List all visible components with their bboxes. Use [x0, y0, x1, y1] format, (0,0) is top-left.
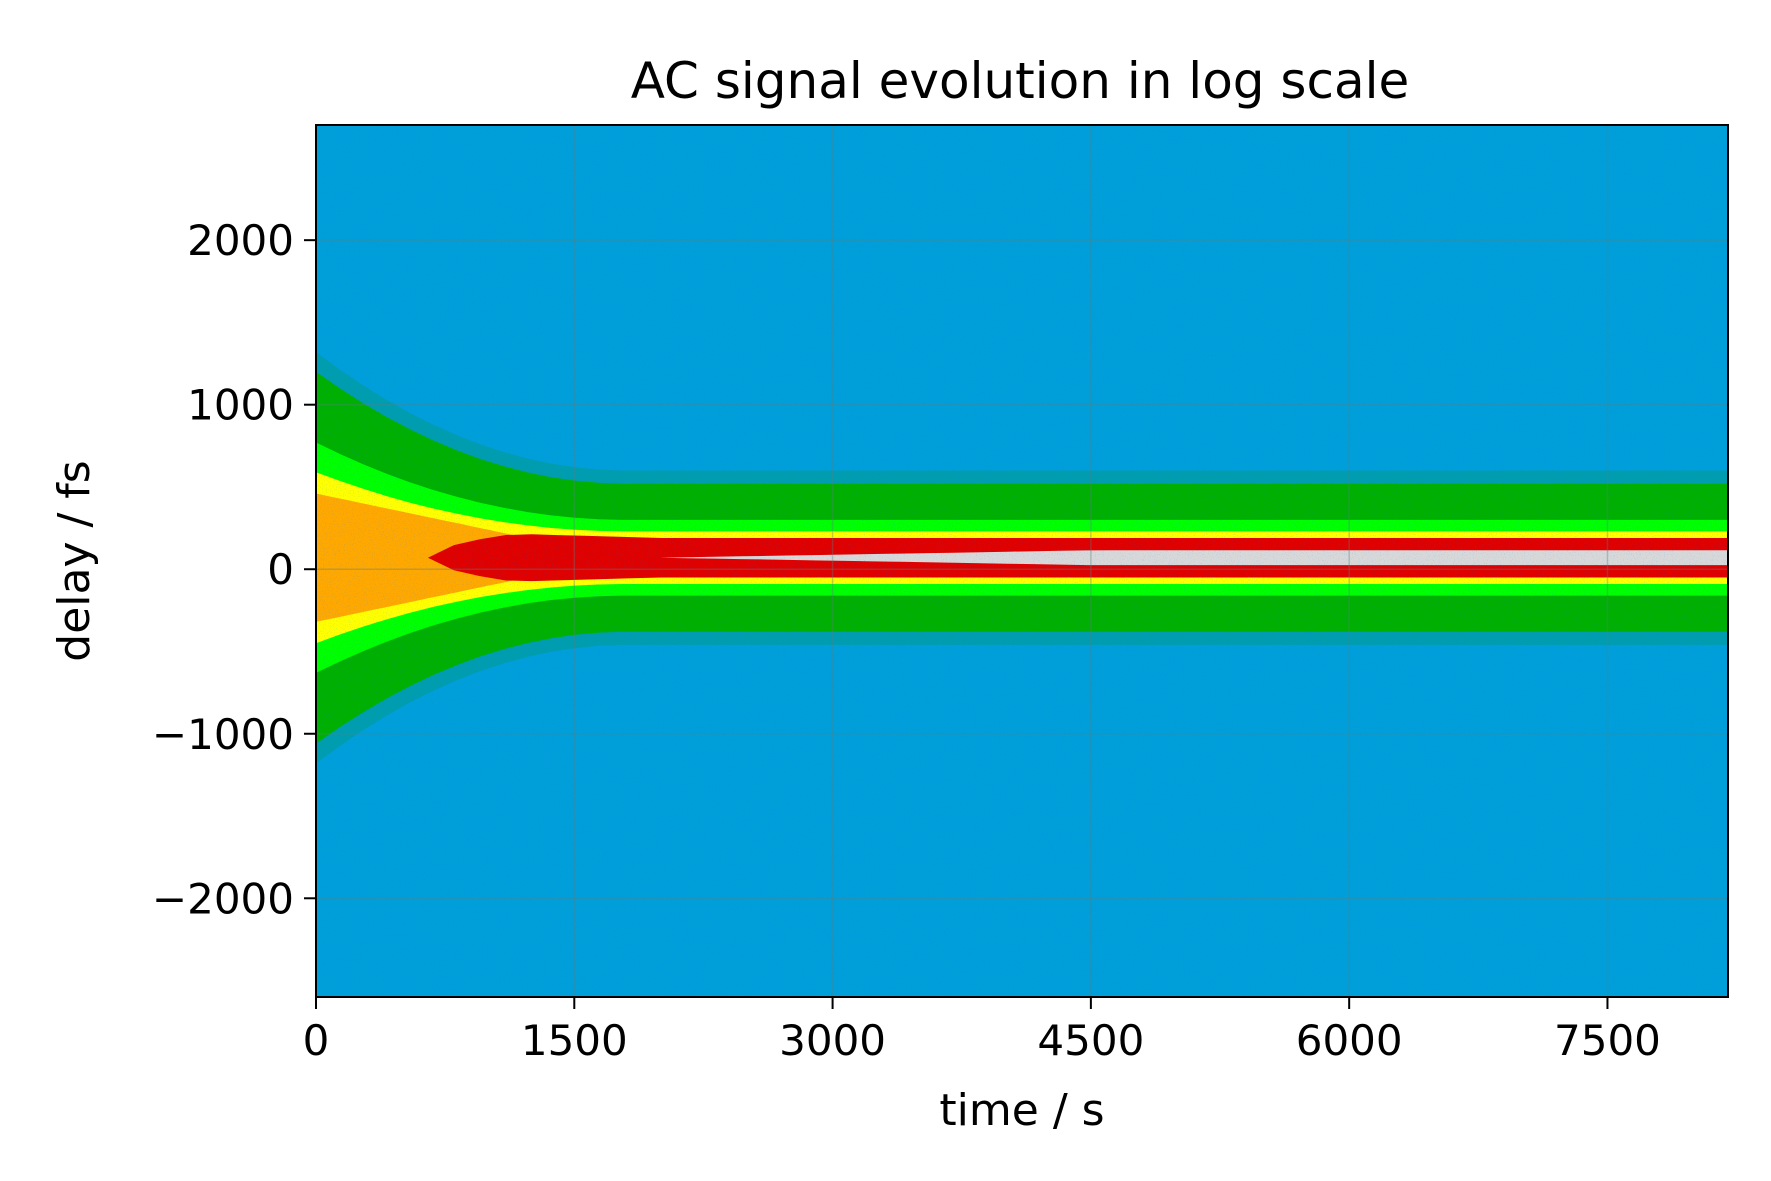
- y-tick-label: 2000: [187, 216, 294, 265]
- plot-area: [315, 124, 1729, 998]
- y-axis: 2000 1000 0 −1000 −2000: [152, 216, 316, 923]
- x-tick-label: 4500: [1037, 1016, 1144, 1065]
- x-tick-label: 1500: [521, 1016, 628, 1065]
- x-axis: 0 1500 3000 4500 6000 7500: [303, 997, 1661, 1065]
- y-tick-label: −1000: [152, 710, 294, 759]
- x-tick-label: 7500: [1554, 1016, 1661, 1065]
- chart-title: AC signal evolution in log scale: [631, 52, 1410, 110]
- y-axis-label: delay / fs: [49, 460, 100, 661]
- y-tick-label: −2000: [152, 874, 294, 923]
- y-tick-label: 1000: [187, 381, 294, 430]
- x-tick-label: 0: [303, 1016, 330, 1065]
- x-tick-label: 6000: [1296, 1016, 1403, 1065]
- x-axis-label: time / s: [939, 1085, 1104, 1136]
- x-tick-label: 3000: [779, 1016, 886, 1065]
- plot-frame: [315, 124, 1729, 998]
- noise-texture: [316, 125, 1728, 997]
- y-tick-label: 0: [267, 545, 294, 594]
- grid-lines: [315, 125, 1728, 997]
